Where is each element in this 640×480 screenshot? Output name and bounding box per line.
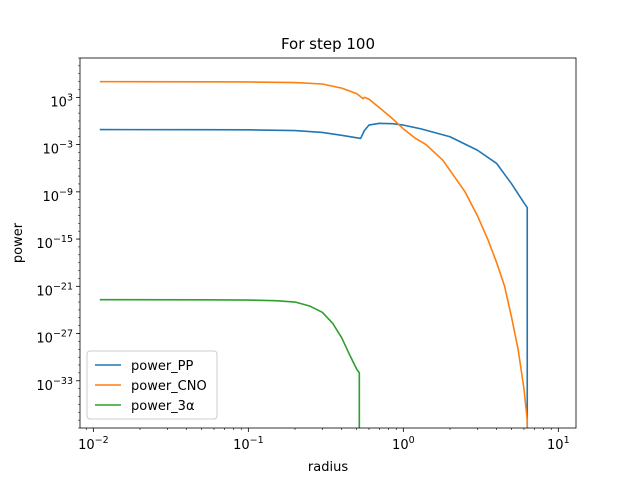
series-layer <box>99 80 529 428</box>
x-axis-ticks: 10−2 10−1 100 101 <box>78 428 570 453</box>
series-line-2 <box>99 298 361 428</box>
legend-label: power_3α <box>131 399 195 414</box>
series-line-0 <box>99 122 529 428</box>
x-tick-label: 10−1 <box>233 435 264 453</box>
y-axis-label: power <box>11 222 26 263</box>
y-tick-label: 10−33 <box>36 376 73 394</box>
y-tick-label: 10−3 <box>42 140 73 158</box>
legend-label: power_CNO <box>131 379 207 394</box>
x-tick-label: 101 <box>547 435 570 453</box>
y-tick-label: 10−27 <box>36 329 73 347</box>
y-axis-ticks: 103 10−3 10−9 10−15 10−21 10−27 10−33 <box>36 57 80 429</box>
y-tick-label: 10−9 <box>42 187 73 205</box>
y-tick-label: 10−15 <box>36 234 73 252</box>
x-tick-label: 100 <box>392 435 415 453</box>
x-tick-label: 10−2 <box>78 435 109 453</box>
legend-box <box>86 350 218 420</box>
plot-frame <box>79 57 577 429</box>
legend-label: power_PP <box>131 359 194 374</box>
chart-title: For step 100 <box>281 35 375 53</box>
y-tick-label: 10−21 <box>36 281 73 299</box>
series-line-1 <box>99 80 529 428</box>
legend: power_PP power_CNO power_3α <box>86 350 218 420</box>
x-axis-label: radius <box>308 460 348 475</box>
y-tick-label: 103 <box>50 92 73 110</box>
